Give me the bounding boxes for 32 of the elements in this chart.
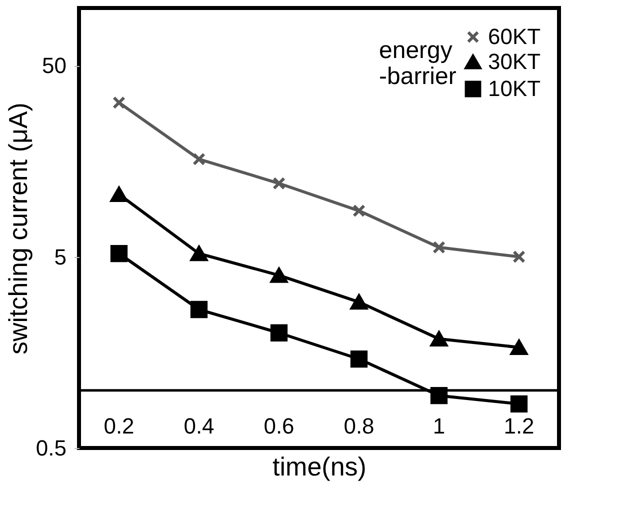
point: [110, 244, 128, 262]
point: [512, 250, 526, 264]
x-tick-label: 0.4: [184, 413, 214, 438]
x-tick-label: 0.2: [104, 413, 134, 438]
point: [270, 324, 288, 342]
x-tick-label: 0.6: [264, 413, 294, 438]
point: [510, 395, 528, 413]
y-tick-label: 5: [54, 244, 66, 270]
legend-label: 30KT: [488, 49, 541, 74]
y-axis-title: switching current (μA): [2, 102, 33, 354]
x-tick-label: 1: [432, 413, 446, 438]
point: [432, 240, 446, 254]
legend-title: energy -barrier: [379, 37, 456, 90]
x-axis-title: time(ns): [272, 452, 366, 482]
point: [190, 300, 208, 318]
point: [510, 340, 528, 355]
point: [192, 152, 206, 166]
point: [270, 268, 288, 283]
x-tick-label: 1.2: [504, 413, 534, 438]
point: [112, 96, 126, 110]
point: [272, 176, 286, 190]
legend-label: 10KT: [488, 76, 541, 101]
x-tick-label: 0.8: [344, 413, 374, 438]
point: [352, 204, 366, 218]
point: [350, 294, 368, 310]
point: [110, 186, 128, 202]
y-tick-label: 50: [42, 53, 66, 78]
point: [350, 350, 368, 368]
y-tick-label: 0.5: [36, 436, 66, 460]
point: [190, 246, 208, 262]
point: [430, 331, 448, 347]
legend-label: 60KT: [488, 24, 541, 49]
